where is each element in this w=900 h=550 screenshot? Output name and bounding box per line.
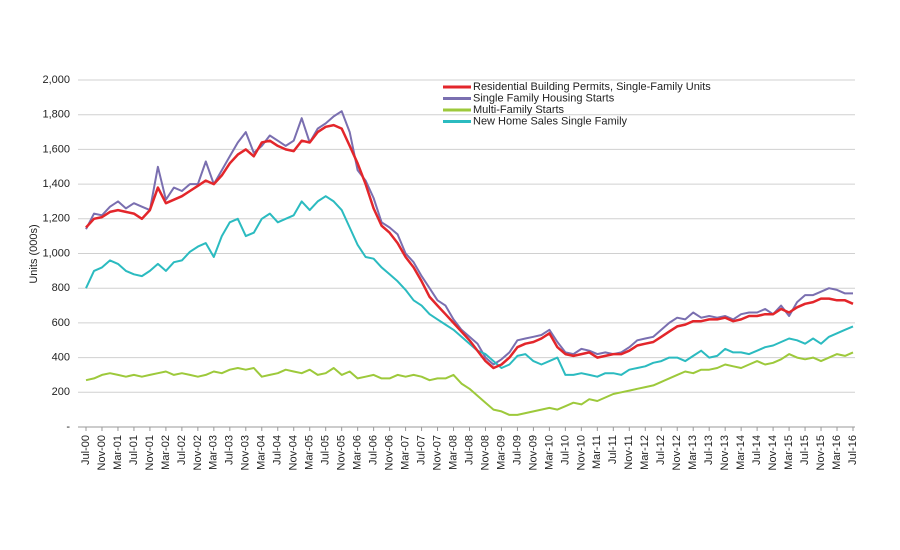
y-axis-label: Units (000s) (28, 224, 40, 283)
x-tick-label: Mar-07 (399, 435, 411, 470)
legend-label: Single Family Housing Starts (473, 92, 615, 104)
x-tick-label: Mar-05 (304, 435, 316, 470)
x-tick-label: Nov-03 (240, 435, 252, 470)
x-tick-label: Jul-16 (847, 435, 859, 465)
series-line (85, 351, 854, 416)
x-tick-label: Nov-09 (527, 435, 539, 470)
x-tick-label: Mar-02 (160, 435, 172, 470)
y-tick-label: 400 (52, 352, 70, 364)
y-tick-label: 600 (52, 317, 70, 329)
x-tick-label: Jul-00 (80, 435, 92, 465)
x-tick-label: Jul-11 (607, 435, 619, 464)
x-tick-label: Mar-03 (208, 435, 220, 470)
x-tick-label: Nov-14 (767, 435, 779, 470)
x-tick-label: Nov-02 (192, 435, 204, 470)
x-tick-label: Mar-16 (831, 435, 843, 470)
x-tick-label: Jul-02 (176, 435, 188, 465)
x-tick-label: Nov-12 (671, 435, 683, 470)
x-tick-label: Nov-07 (431, 435, 443, 470)
x-tick-label: Nov-05 (336, 435, 348, 470)
x-tick-label: Mar-15 (783, 435, 795, 470)
x-tick-label: Mar-04 (256, 435, 268, 470)
x-tick-label: Mar-08 (447, 435, 459, 470)
x-tick-label: Mar-09 (495, 435, 507, 470)
x-tick-label: Jul-03 (224, 435, 236, 465)
x-tick-label: Jul-12 (655, 435, 667, 465)
legend-label: Multi-Family Starts (473, 104, 565, 116)
y-tick-label: 2,000 (42, 74, 70, 86)
x-tick-label: Jul-15 (799, 435, 811, 465)
x-tick-label: Jul-10 (559, 435, 571, 465)
x-tick-label: Nov-11 (623, 435, 635, 470)
x-tick-label: Jul-14 (751, 435, 763, 465)
x-tick-label: Mar-11 (591, 435, 603, 469)
x-tick-label: Nov-13 (719, 435, 731, 470)
y-tick-label: 1,800 (42, 109, 70, 121)
x-tick-label: Mar-01 (112, 435, 124, 470)
y-tick-label: 1,400 (42, 178, 70, 190)
y-tick-label: 1,600 (42, 143, 70, 155)
x-tick-label: Jul-01 (128, 435, 140, 465)
x-tick-label: Jul-06 (368, 435, 380, 465)
legend-label: Residential Building Permits, Single-Fam… (473, 81, 711, 93)
x-tick-label: Jul-04 (272, 435, 284, 465)
x-tick-label: Mar-06 (352, 435, 364, 470)
x-tick-label: Jul-08 (463, 435, 475, 465)
x-tick-label: Mar-10 (543, 435, 555, 470)
legend-label: New Home Sales Single Family (473, 115, 628, 127)
y-tick-label: 800 (52, 282, 70, 294)
x-tick-label: Nov-10 (575, 435, 587, 470)
series-line (85, 195, 854, 378)
x-tick-label: Mar-12 (639, 435, 651, 470)
y-tick-label: 1,000 (42, 247, 70, 259)
y-tick-label: 200 (52, 386, 70, 398)
x-tick-label: Nov-01 (144, 435, 156, 470)
x-tick-label: Jul-05 (320, 435, 332, 465)
y-tick-label: - (66, 421, 70, 433)
x-tick-label: Nov-06 (384, 435, 396, 470)
x-tick-label: Nov-04 (288, 435, 300, 470)
x-tick-label: Jul-13 (703, 435, 715, 465)
x-tick-label: Nov-00 (96, 435, 108, 470)
x-tick-label: Jul-09 (511, 435, 523, 465)
y-tick-label: 1,200 (42, 213, 70, 225)
x-tick-label: Nov-15 (815, 435, 827, 470)
x-tick-label: Mar-14 (735, 435, 747, 470)
series-line (85, 123, 854, 370)
x-tick-label: Nov-08 (479, 435, 491, 470)
x-tick-label: Mar-13 (687, 435, 699, 470)
x-tick-label: Jul-07 (415, 435, 427, 465)
